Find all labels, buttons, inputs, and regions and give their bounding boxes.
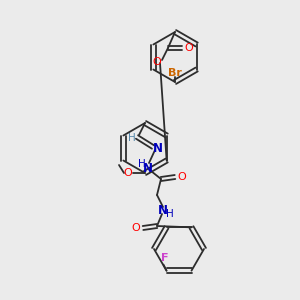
Text: O: O bbox=[178, 172, 186, 182]
Text: O: O bbox=[153, 57, 161, 67]
Text: H: H bbox=[138, 159, 146, 169]
Text: Br: Br bbox=[168, 68, 182, 78]
Text: N: N bbox=[143, 161, 153, 175]
Text: N: N bbox=[153, 142, 163, 154]
Text: O: O bbox=[132, 223, 140, 233]
Text: F: F bbox=[161, 253, 168, 263]
Text: N: N bbox=[158, 205, 168, 218]
Text: H: H bbox=[128, 133, 136, 143]
Text: H: H bbox=[166, 209, 174, 219]
Text: O: O bbox=[184, 43, 194, 53]
Text: O: O bbox=[124, 168, 132, 178]
